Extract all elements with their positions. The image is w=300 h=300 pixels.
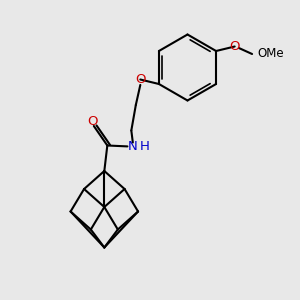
Text: H: H bbox=[139, 140, 149, 154]
Text: O: O bbox=[135, 73, 146, 86]
Text: O: O bbox=[87, 115, 98, 128]
Text: OMe: OMe bbox=[257, 47, 284, 61]
Text: O: O bbox=[230, 40, 240, 53]
Text: N: N bbox=[128, 140, 138, 154]
